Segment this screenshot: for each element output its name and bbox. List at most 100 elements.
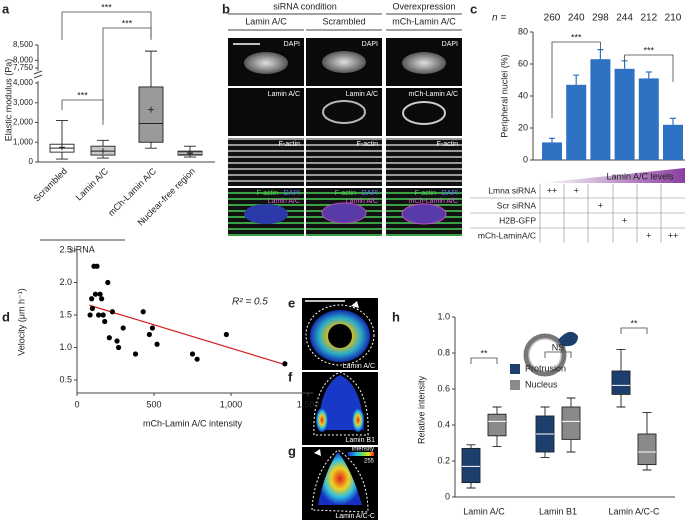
- scale-max: 255: [364, 459, 375, 465]
- panel-letter: f: [288, 369, 293, 384]
- y-tick-label: 0: [445, 491, 450, 501]
- n-label: n =: [492, 13, 506, 24]
- n-value: 240: [568, 13, 585, 24]
- error-bar: [597, 49, 604, 60]
- merge-label: F-actin: [415, 190, 437, 197]
- x-tick-label: Lamin A/C: [74, 166, 111, 203]
- bar: [566, 84, 587, 160]
- fit-line: [89, 304, 287, 366]
- point: [89, 305, 95, 312]
- microscopy-grid: [228, 13, 462, 236]
- y-tick-label: 0.8: [437, 347, 450, 357]
- significance-label: **: [480, 348, 488, 358]
- legend-swatch: [510, 380, 520, 390]
- table-cell: +: [574, 185, 579, 195]
- box-body: [561, 406, 581, 440]
- x-tick-label: Lamin A/C: [463, 506, 505, 516]
- merge-label: DAPI: [442, 190, 458, 197]
- column-header: mCh-Lamin A/C: [392, 16, 456, 26]
- column-header: Scrambled: [322, 16, 365, 26]
- channel-label: Lamin A/C: [346, 91, 378, 98]
- y-tick-label: 8,500: [13, 40, 34, 49]
- y-tick-label: 1,000: [13, 137, 34, 146]
- panel-letter: g: [288, 443, 296, 458]
- y-tick-label: 1.0: [59, 342, 72, 352]
- x-tick-label: 0: [74, 399, 79, 409]
- box-whisker: [642, 411, 652, 471]
- point: [149, 325, 156, 331]
- point: [99, 296, 105, 302]
- panel-letter: a: [2, 1, 10, 16]
- n-value: 212: [640, 13, 657, 24]
- x-tick-label: Scrambled: [32, 166, 69, 203]
- table-row-label: mCh-LaminA/C: [478, 230, 536, 240]
- bar: [638, 78, 659, 160]
- y-tick-label: 7,750: [13, 63, 34, 72]
- box-body: [611, 370, 631, 395]
- y-tick-label: 0: [523, 154, 528, 164]
- point: [154, 341, 160, 347]
- point: [109, 309, 116, 315]
- group-header: siRNA condition: [273, 1, 337, 11]
- point: [106, 335, 112, 341]
- y-tick-label: 2.5: [59, 244, 72, 254]
- legend-label: Protrusion: [525, 363, 566, 373]
- significance-label: ***: [101, 2, 112, 12]
- image-label: Lamin A/C: [343, 363, 375, 370]
- merge-label: F-actin: [257, 190, 279, 197]
- x-tick-label: 1,000: [220, 399, 243, 409]
- point: [223, 331, 229, 338]
- n-value: 298: [592, 13, 609, 24]
- axis-break: [33, 70, 43, 79]
- y-tick-label: 0.5: [59, 374, 72, 384]
- point: [140, 309, 146, 315]
- channel-label: mCh-Lamin A/C: [409, 91, 458, 98]
- box-body: [487, 413, 507, 437]
- merge-label: Lamin A/C: [268, 198, 300, 205]
- table-cell: +: [598, 200, 603, 210]
- merge-label: F-actin: [335, 190, 357, 197]
- point: [102, 318, 108, 325]
- error-bar: [645, 71, 652, 79]
- y-tick-label: 8,000: [13, 55, 34, 64]
- bar: [614, 68, 635, 160]
- panel-letter: h: [392, 309, 400, 324]
- box-whisker: [540, 406, 550, 458]
- y-tick-label: 2,000: [13, 118, 34, 127]
- point: [114, 338, 120, 344]
- significance-bracket: [551, 41, 601, 118]
- y-tick-label: 40: [518, 90, 528, 100]
- point: [132, 351, 139, 357]
- significance-label: ***: [122, 18, 133, 28]
- y-axis-label: Relative intensity: [416, 375, 426, 444]
- channel-label: F-actin: [279, 141, 301, 148]
- bar: [542, 142, 562, 160]
- merge-label: Lamin A/C: [346, 198, 378, 205]
- box-body: [138, 86, 164, 143]
- n-value: 260: [544, 13, 561, 24]
- x-tick-label: 1,500: [297, 399, 320, 409]
- y-tick-label: 60: [518, 58, 528, 68]
- bar: [590, 59, 611, 161]
- table-cell: +: [646, 230, 651, 240]
- significance-label: NS: [552, 342, 565, 352]
- y-tick-label: 3,000: [13, 98, 34, 107]
- table-row-label: Lmna siRNA: [488, 185, 536, 195]
- box-whisker: [492, 406, 502, 448]
- box-whisker: [616, 348, 626, 408]
- box-whisker: [566, 397, 576, 453]
- point: [92, 291, 99, 297]
- cell-icon: [523, 331, 578, 377]
- channel-label: DAPI: [362, 41, 378, 48]
- y-tick-label: 0.2: [437, 455, 450, 465]
- table-row-label: H2B-GFP: [499, 215, 536, 225]
- annotation: R² = 0.5: [232, 297, 268, 308]
- group-header: Overexpression: [392, 1, 455, 11]
- box-whisker: [97, 139, 109, 159]
- y-tick-label: 20: [518, 122, 528, 132]
- channel-label: DAPI: [284, 41, 300, 48]
- image-label: Lamin A/C-C: [335, 513, 375, 520]
- n-value: 210: [665, 13, 682, 24]
- legend-swatch: [510, 364, 520, 374]
